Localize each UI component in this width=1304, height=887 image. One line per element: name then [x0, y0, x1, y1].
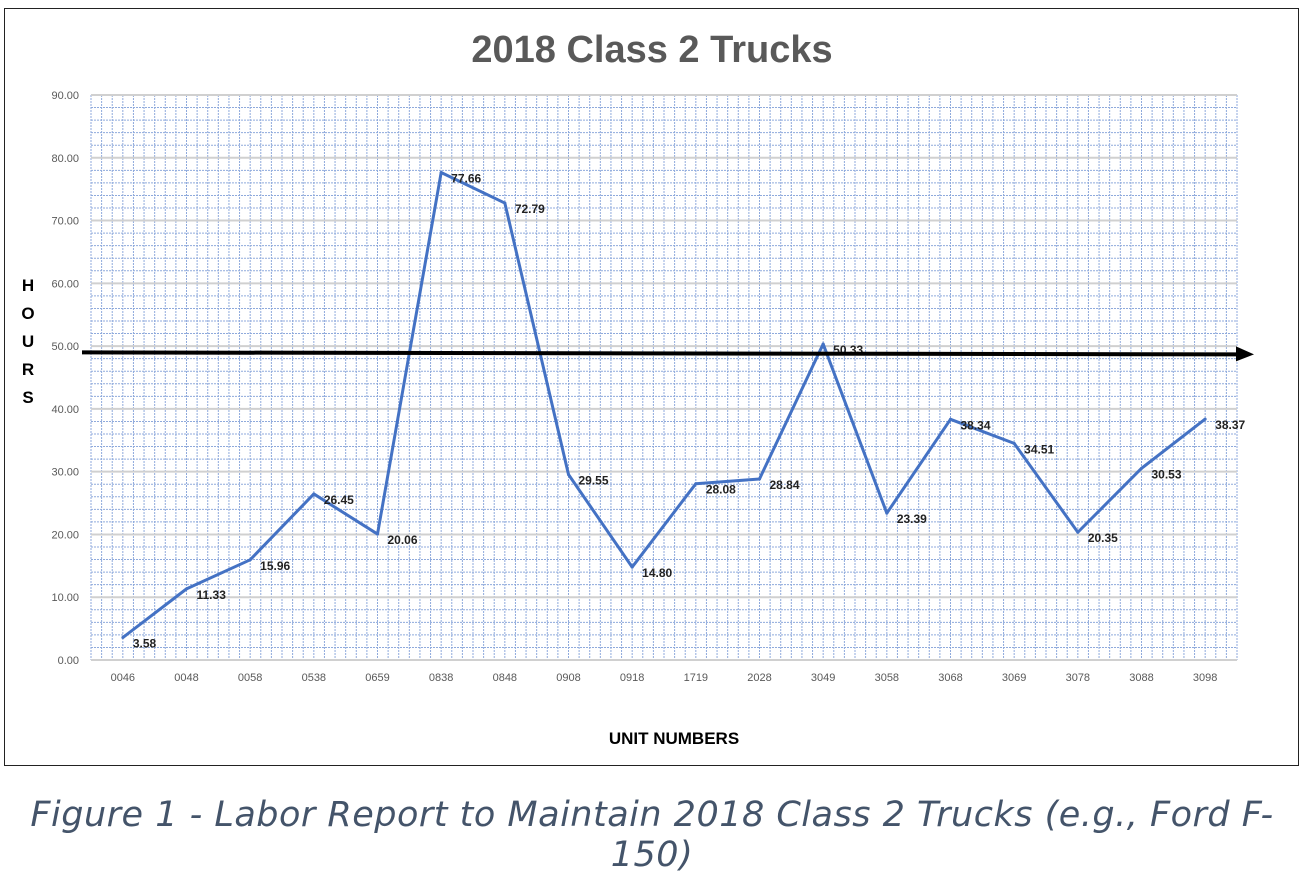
- series-line: [121, 170, 1207, 639]
- data-label: 77.66: [451, 171, 481, 185]
- x-tick-label: 3098: [1193, 672, 1217, 684]
- data-point: [885, 511, 889, 515]
- data-point: [1012, 441, 1016, 445]
- data-label: 72.79: [515, 202, 545, 216]
- data-label: 28.84: [770, 478, 800, 492]
- data-label: 23.39: [897, 512, 927, 526]
- data-point: [630, 565, 634, 569]
- x-tick-label: 0918: [620, 672, 644, 684]
- data-point: [949, 417, 952, 421]
- data-label: 15.96: [260, 559, 290, 573]
- data-point: [439, 170, 443, 174]
- data-point: [376, 532, 379, 536]
- data-label: 11.33: [197, 588, 227, 602]
- x-tick-label: 3069: [1002, 672, 1026, 684]
- data-point: [312, 492, 316, 496]
- data-label: 38.34: [961, 418, 991, 432]
- x-tick-label: 3049: [811, 672, 835, 684]
- x-tick-label: 3078: [1066, 672, 1090, 684]
- x-tick-label: 0538: [302, 672, 326, 684]
- x-tick-label: 0046: [111, 672, 135, 684]
- x-tick-label: 3058: [875, 672, 899, 684]
- data-point: [248, 558, 252, 562]
- data-point: [503, 201, 507, 205]
- data-point: [821, 342, 825, 346]
- data-label: 26.45: [324, 493, 354, 507]
- data-point: [121, 636, 125, 640]
- x-tick-label: 0659: [365, 672, 389, 684]
- y-axis-label: HOURS: [21, 276, 35, 407]
- data-labels: 3.58 11.33 15.96 26.45 20.06 77.66 72.79 29.55 1…: [133, 171, 1246, 650]
- y-tick-label: 40.00: [51, 404, 79, 416]
- arrowhead-icon: [1236, 346, 1254, 362]
- data-label: 14.80: [642, 566, 672, 580]
- data-point: [758, 477, 761, 481]
- y-tick-label: 0.00: [58, 655, 79, 667]
- y-tick-label: 60.00: [51, 278, 79, 290]
- y-tick-label: 30.00: [51, 467, 79, 479]
- grid: [90, 94, 1238, 661]
- x-tick-label: 0838: [429, 672, 453, 684]
- data-point: [694, 482, 698, 486]
- x-tick-label: 0048: [174, 672, 198, 684]
- x-tick-label: 0848: [493, 672, 517, 684]
- data-point: [1203, 417, 1207, 421]
- reference-arrow-line: [81, 350, 1239, 357]
- x-axis-label: UNIT NUMBERS: [609, 729, 739, 748]
- x-tick-label: 0908: [556, 672, 580, 684]
- y-tick-label: 10.00: [51, 592, 79, 604]
- y-tick-label: 20.00: [51, 529, 79, 541]
- y-tick-label: 80.00: [51, 153, 79, 165]
- x-tick-labels: 0046 0048 0058 0538 0659 0838 0848 0908 0918 1719…: [111, 672, 1218, 684]
- y-tick-label: 90.00: [51, 90, 79, 102]
- data-label: 38.37: [1215, 418, 1245, 432]
- data-point: [185, 587, 188, 591]
- x-tick-label: 1719: [684, 672, 708, 684]
- data-label: 20.06: [388, 533, 418, 547]
- figure-caption: Figure 1 - Labor Report to Maintain 2018…: [30, 795, 1274, 875]
- x-tick-label: 0058: [238, 672, 262, 684]
- chart-frame: [4, 8, 1299, 766]
- line-chart: 2018 Class 2 Trucks 0.00 10.00 20.00 30.00 4…: [51, 29, 1254, 748]
- y-tick-labels: 0.00 10.00 20.00 30.00 40.00 50.00 60.00 70.00 8…: [51, 90, 79, 667]
- chart-title: 2018 Class 2 Trucks: [471, 29, 832, 71]
- data-point: [1140, 466, 1143, 470]
- x-tick-label: 3068: [938, 672, 962, 684]
- x-tick-label: 3088: [1129, 672, 1153, 684]
- data-point: [567, 472, 570, 476]
- x-tick-label: 2028: [747, 672, 771, 684]
- data-label: 29.55: [579, 473, 609, 487]
- data-point: [1076, 530, 1080, 534]
- data-label: 20.35: [1088, 531, 1118, 545]
- series: [121, 170, 1207, 640]
- y-tick-label: 50.00: [51, 341, 79, 353]
- data-label: 28.08: [706, 483, 736, 497]
- data-label: 3.58: [133, 637, 157, 651]
- y-tick-label: 70.00: [51, 216, 79, 228]
- data-label: 30.53: [1152, 467, 1182, 481]
- data-label: 34.51: [1024, 442, 1054, 456]
